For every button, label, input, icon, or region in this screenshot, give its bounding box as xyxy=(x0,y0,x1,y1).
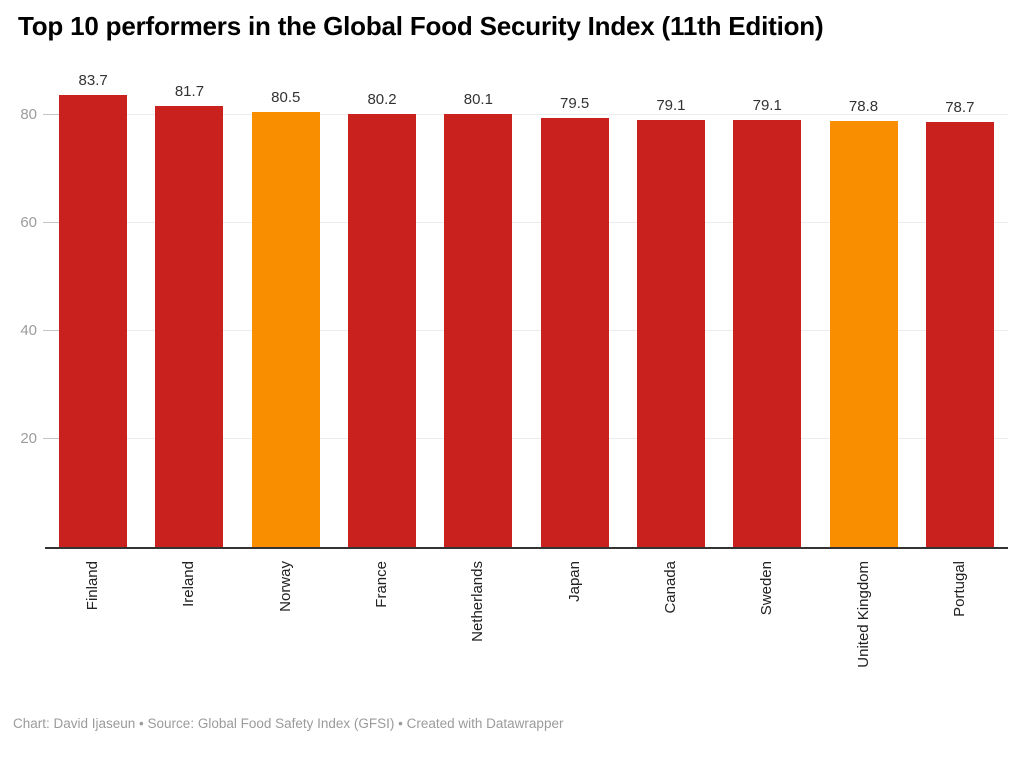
bar-finland[interactable] xyxy=(59,95,128,547)
bar-value-label: 79.1 xyxy=(656,97,686,114)
x-axis-label: Ireland xyxy=(180,561,198,607)
bar-sweden[interactable] xyxy=(733,120,802,547)
bar-value-label: 78.8 xyxy=(848,98,879,115)
bar-column: 79.1 Sweden xyxy=(719,60,815,615)
x-axis-label: Portugal xyxy=(950,561,968,617)
x-axis-label: Sweden xyxy=(758,561,776,616)
gridline xyxy=(45,330,1008,331)
bar-column: 79.1 Canada xyxy=(623,60,719,614)
bar-column: 78.8 United Kingdom xyxy=(815,60,911,668)
axis-tick xyxy=(43,330,59,331)
x-axis-label: Finland xyxy=(84,561,102,611)
bar-value-label: 79.1 xyxy=(752,97,782,114)
x-axis-label: France xyxy=(373,561,391,608)
bar-column: 80.2 France xyxy=(334,60,430,608)
y-tick-label: 80 xyxy=(20,106,37,123)
gridline xyxy=(45,114,1008,115)
bar-value-label: 83.7 xyxy=(78,72,108,89)
bar-france[interactable] xyxy=(348,114,417,547)
gridline xyxy=(45,438,1008,439)
y-tick-label: 20 xyxy=(20,430,37,447)
bar-canada[interactable] xyxy=(636,120,705,547)
bar-value-label: 80.1 xyxy=(463,91,493,108)
chart-footer: Chart: David Ijaseun • Source: Global Fo… xyxy=(13,716,564,731)
y-axis: 20 40 60 80 xyxy=(0,60,37,547)
bar-column: 83.7 Finland xyxy=(45,60,141,610)
x-axis-label: Canada xyxy=(661,561,679,614)
axis-tick xyxy=(43,222,59,223)
bar-united-kingdom[interactable] xyxy=(829,121,898,547)
chart-title: Top 10 performers in the Global Food Sec… xyxy=(18,11,824,41)
bar-portugal[interactable] xyxy=(925,122,994,547)
x-axis-label: United Kingdom xyxy=(854,561,872,668)
x-axis-label: Japan xyxy=(565,561,583,602)
bar-value-label: 79.5 xyxy=(560,95,590,112)
y-tick-label: 40 xyxy=(20,322,37,339)
axis-tick xyxy=(43,438,59,439)
bar-norway[interactable] xyxy=(251,112,320,547)
y-tick-label: 60 xyxy=(20,214,37,231)
gridline xyxy=(45,222,1008,223)
bar-netherlands[interactable] xyxy=(444,114,513,547)
bar-value-label: 78.7 xyxy=(945,99,975,116)
bar-value-label: 81.7 xyxy=(174,83,205,100)
bar-japan[interactable] xyxy=(540,118,609,547)
bar-column: 78.7 Portugal xyxy=(912,60,1008,617)
x-axis-label: Norway xyxy=(276,561,294,612)
bar-column: 81.7 Ireland xyxy=(141,60,237,607)
bar-column: 80.5 Norway xyxy=(238,60,334,612)
axis-tick xyxy=(43,114,59,115)
bar-value-label: 80.5 xyxy=(271,89,301,106)
bar-column: 80.1 Netherlands xyxy=(430,60,526,642)
bars-layer: 83.7 Finland 81.7 Ireland 80.5 Norway 80.2 Fran… xyxy=(45,60,1008,668)
bar-value-label: 80.2 xyxy=(367,91,397,108)
x-axis-label: Netherlands xyxy=(469,561,487,642)
plot-area: 83.7 Finland 81.7 Ireland 80.5 Norway 80.2 Fran… xyxy=(43,60,1008,668)
bar-ireland[interactable] xyxy=(155,106,224,547)
bar-column: 79.5 Japan xyxy=(526,60,622,602)
